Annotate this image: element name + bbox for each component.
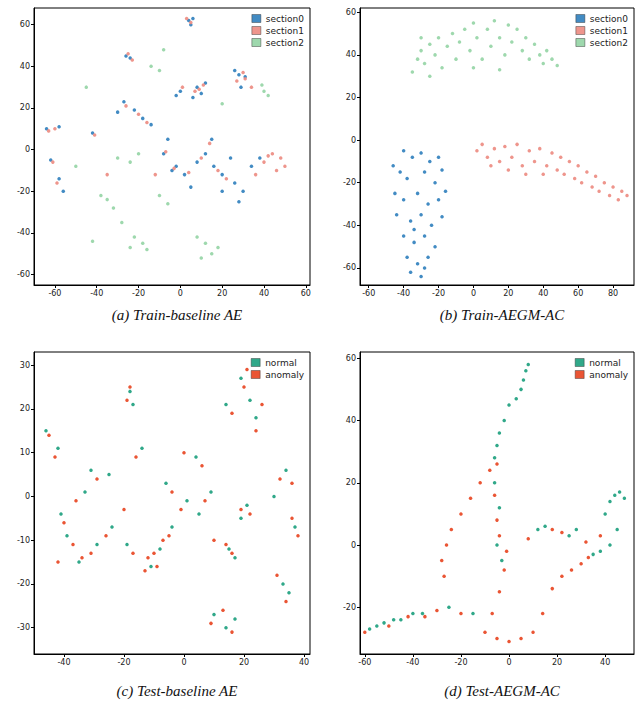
svg-text:20: 20 <box>20 103 30 112</box>
svg-text:20: 20 <box>239 658 249 667</box>
svg-text:section2: section2 <box>266 38 304 48</box>
svg-text:40: 40 <box>346 50 356 59</box>
svg-text:section1: section1 <box>266 26 304 36</box>
svg-text:-20: -20 <box>17 579 30 588</box>
svg-text:0: 0 <box>351 136 356 145</box>
svg-text:section0: section0 <box>590 14 628 24</box>
svg-text:40: 40 <box>600 658 610 667</box>
svg-text:60: 60 <box>301 289 311 298</box>
svg-text:-40: -40 <box>343 221 356 230</box>
svg-text:section0: section0 <box>266 14 304 24</box>
svg-text:20: 20 <box>552 658 562 667</box>
svg-text:-20: -20 <box>454 658 467 667</box>
svg-text:30: 30 <box>20 361 30 370</box>
svg-text:0: 0 <box>178 289 183 298</box>
svg-text:anomaly: anomaly <box>589 370 629 380</box>
svg-text:60: 60 <box>346 354 356 363</box>
svg-text:-10: -10 <box>17 536 30 545</box>
svg-text:20: 20 <box>346 93 356 102</box>
svg-text:normal: normal <box>265 358 297 368</box>
svg-text:-60: -60 <box>343 263 356 272</box>
svg-text:10: 10 <box>20 448 30 457</box>
svg-text:0: 0 <box>181 658 186 667</box>
svg-text:-40: -40 <box>406 658 419 667</box>
svg-text:-20: -20 <box>17 187 30 196</box>
svg-text:-60: -60 <box>17 270 30 279</box>
svg-text:40: 40 <box>346 416 356 425</box>
svg-text:0: 0 <box>25 492 30 501</box>
svg-text:-60: -60 <box>358 658 371 667</box>
svg-text:0: 0 <box>471 289 476 298</box>
svg-text:-40: -40 <box>57 658 70 667</box>
svg-text:section2: section2 <box>590 38 628 48</box>
svg-text:-30: -30 <box>17 623 30 632</box>
svg-text:0: 0 <box>506 658 511 667</box>
svg-text:-20: -20 <box>343 603 356 612</box>
svg-text:0: 0 <box>351 541 356 550</box>
svg-text:anomaly: anomaly <box>265 370 305 380</box>
svg-text:20: 20 <box>346 478 356 487</box>
svg-text:60: 60 <box>346 8 356 17</box>
svg-text:-20: -20 <box>343 178 356 187</box>
svg-text:-20: -20 <box>132 289 145 298</box>
svg-text:-60: -60 <box>362 289 375 298</box>
svg-text:-60: -60 <box>48 289 61 298</box>
svg-text:60: 60 <box>20 20 30 29</box>
svg-text:40: 40 <box>20 62 30 71</box>
svg-text:(d) Test-AEGM-AC: (d) Test-AEGM-AC <box>444 683 561 700</box>
svg-text:40: 40 <box>538 289 548 298</box>
svg-text:-40: -40 <box>17 228 30 237</box>
svg-text:20: 20 <box>217 289 227 298</box>
svg-text:-40: -40 <box>397 289 410 298</box>
svg-text:(a) Train-baseline AE: (a) Train-baseline AE <box>112 307 243 324</box>
svg-text:-20: -20 <box>432 289 445 298</box>
svg-text:(c) Test-baseline AE: (c) Test-baseline AE <box>117 683 238 700</box>
svg-text:60: 60 <box>573 289 583 298</box>
svg-text:0: 0 <box>25 145 30 154</box>
svg-text:20: 20 <box>20 404 30 413</box>
svg-text:-20: -20 <box>117 658 130 667</box>
svg-text:80: 80 <box>608 289 618 298</box>
svg-text:normal: normal <box>589 358 621 368</box>
svg-text:40: 40 <box>299 658 309 667</box>
svg-text:section1: section1 <box>590 26 628 36</box>
svg-text:20: 20 <box>503 289 513 298</box>
svg-text:(b) Train-AEGM-AC: (b) Train-AEGM-AC <box>440 307 566 324</box>
svg-text:-40: -40 <box>90 289 103 298</box>
svg-text:40: 40 <box>259 289 269 298</box>
